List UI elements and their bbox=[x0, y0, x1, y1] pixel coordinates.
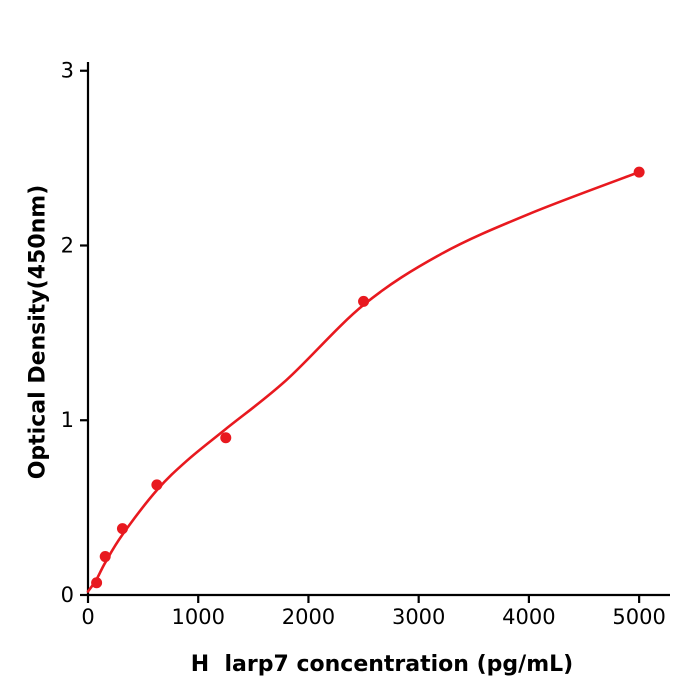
x-tick-label: 3000 bbox=[392, 605, 445, 629]
axis-spines bbox=[86, 62, 670, 597]
x-axis-title: H larp7 concentration (pg/mL) bbox=[190, 652, 574, 677]
data-point bbox=[151, 479, 163, 491]
x-tick-label: 5000 bbox=[612, 605, 665, 629]
x-tick-label: 2000 bbox=[282, 605, 335, 629]
data-point bbox=[220, 432, 232, 444]
y-axis-title: Optical Density(450nm) bbox=[25, 184, 51, 480]
data-point bbox=[358, 295, 370, 307]
data-point bbox=[116, 523, 128, 535]
data-point bbox=[91, 577, 103, 589]
y-tick-label: 3 bbox=[61, 59, 74, 83]
x-tick-label: 1000 bbox=[172, 605, 225, 629]
fit-curve bbox=[86, 170, 641, 593]
data-point bbox=[99, 551, 111, 563]
x-tick-label: 0 bbox=[81, 605, 94, 629]
data-point bbox=[633, 166, 645, 178]
y-tick-label: 2 bbox=[61, 233, 74, 257]
x-tick-label: 4000 bbox=[502, 605, 555, 629]
y-tick-label: 1 bbox=[61, 408, 74, 432]
y-tick-label: 0 bbox=[61, 583, 74, 607]
